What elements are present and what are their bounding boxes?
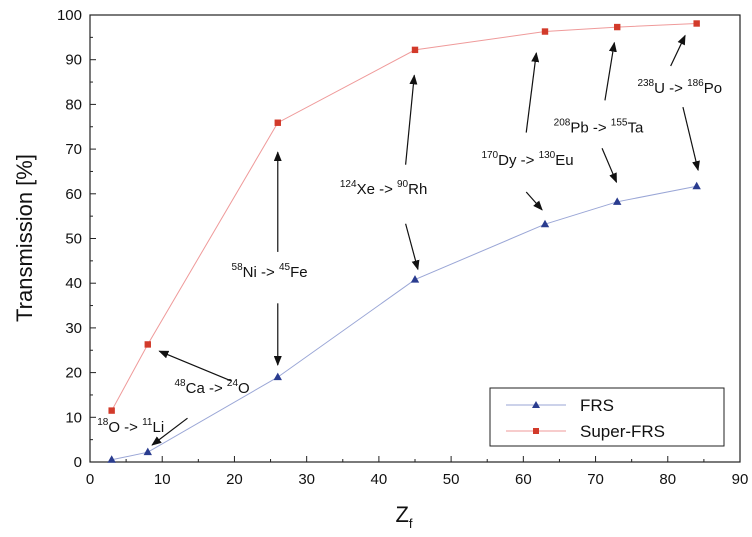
- annotation-4-arrow-0: [525, 52, 540, 133]
- x-tick-label-2: 20: [226, 471, 243, 488]
- annotation-2-text-3: Fe: [290, 264, 308, 281]
- legend: FRS Super-FRS: [489, 387, 725, 447]
- annotation-6-arrow-0: [670, 34, 686, 67]
- annotation-0-superscript-2: 11: [142, 417, 153, 428]
- annotation-6-superscript-2: 186: [687, 78, 704, 89]
- series-1-point-4: [541, 28, 549, 35]
- y-tick-label-5: 50: [65, 231, 82, 248]
- annotation-2-text-1: Ni ->: [243, 264, 279, 281]
- annotation-4-text-1: Dy ->: [498, 152, 538, 169]
- annotation-3-text-3: Rh: [408, 181, 427, 198]
- x-tick-label-0: 0: [86, 471, 94, 488]
- series-0-point-3: [410, 275, 420, 283]
- annotation-5-text-3: Ta: [627, 120, 644, 137]
- y-tick-label-9: 90: [65, 52, 82, 69]
- x-tick-label-4: 40: [371, 471, 388, 488]
- legend-box: [489, 387, 725, 447]
- annotation-1-text-1: Ca ->: [186, 380, 227, 397]
- y-tick-label-8: 80: [65, 96, 82, 113]
- annotation-label-6: 238U -> 186Po: [637, 78, 722, 97]
- annotation-0-arrow-0: [151, 417, 188, 446]
- series-1-point-3: [411, 46, 419, 54]
- annotation-4-superscript-0: 170: [481, 150, 498, 161]
- annotation-5-arrow-1: [601, 147, 618, 184]
- annotation-6-arrow-1: [682, 106, 700, 172]
- y-tick-label-4: 40: [65, 275, 82, 292]
- annotation-label-2: 58Ni -> 45Fe: [232, 262, 308, 281]
- annotation-5-superscript-2: 155: [611, 118, 628, 129]
- annotation-label-3: 124Xe -> 90Rh: [340, 179, 427, 198]
- annotation-0-text-3: Li: [153, 419, 165, 436]
- series-1-point-6: [693, 20, 700, 27]
- axis-ticks: 0 10 20 30 40 50 60 70 80 90 0 10 20 30 40 50 60 70 80 90 10…: [57, 7, 748, 488]
- series-0-point-1: [143, 447, 152, 456]
- annotation-2-superscript-0: 58: [232, 262, 244, 273]
- x-tick-label-9: 90: [732, 471, 749, 488]
- annotation-label-5: 208Pb -> 155Ta: [554, 118, 644, 137]
- annotation-1-text-3: O: [238, 380, 250, 397]
- annotation-2-superscript-2: 45: [279, 262, 291, 273]
- y-tick-label-0: 0: [74, 454, 82, 471]
- series-1-point-0: [108, 407, 115, 414]
- x-tick-label-3: 30: [298, 471, 315, 488]
- legend-marker-super-frs: [533, 428, 539, 434]
- annotation-5-superscript-0: 208: [554, 118, 571, 129]
- annotation-1-superscript-0: 48: [175, 378, 187, 389]
- annotation-3-text-1: Xe ->: [357, 181, 397, 198]
- legend-marker-frs: [532, 401, 540, 408]
- y-tick-label-6: 60: [65, 186, 82, 203]
- annotation-3-superscript-2: 90: [397, 179, 409, 190]
- x-tick-label-8: 80: [659, 471, 676, 488]
- annotation-3-arrow-1: [405, 223, 420, 271]
- y-tick-label-10: 100: [57, 7, 82, 24]
- annotation-6-superscript-0: 238: [637, 78, 654, 89]
- annotation-4-arrow-1: [525, 191, 543, 211]
- series-1-point-1: [144, 341, 151, 348]
- annotation-0-text-1: O ->: [108, 419, 142, 436]
- y-tick-label-7: 70: [65, 141, 82, 158]
- annotation-1-arrow-0: [158, 350, 232, 382]
- y-axis-title: Transmission [%]: [12, 154, 37, 322]
- annotation-1-superscript-2: 24: [227, 378, 239, 389]
- annotation-5-arrow-0: [604, 41, 617, 101]
- y-tick-label-1: 10: [65, 409, 82, 426]
- annotation-6-text-3: Po: [704, 80, 722, 97]
- series-0-point-2: [273, 372, 282, 381]
- annotation-5-text-1: Pb ->: [570, 120, 610, 137]
- series-1-point-2: [274, 119, 281, 126]
- annotation-label-4: 170Dy -> 130Eu: [481, 150, 573, 169]
- annotation-6-text-1: U ->: [654, 80, 687, 97]
- x-tick-label-7: 70: [587, 471, 604, 488]
- x-axis-title-subscript: f: [409, 516, 413, 531]
- legend-label-super-frs: Super-FRS: [580, 422, 665, 441]
- annotation-4-superscript-2: 130: [539, 150, 556, 161]
- series-0-point-6: [692, 181, 701, 190]
- y-tick-label-2: 20: [65, 365, 82, 382]
- y-tick-label-3: 30: [65, 320, 82, 337]
- annotation-label-0: 18O -> 11Li: [97, 417, 164, 436]
- annotation-4-text-3: Eu: [555, 152, 573, 169]
- legend-label-frs: FRS: [580, 396, 614, 415]
- annotation-0-superscript-0: 18: [97, 417, 109, 428]
- series-line-1: [111, 23, 697, 411]
- series-markers: [107, 20, 701, 463]
- annotation-3-arrow-0: [405, 74, 418, 165]
- x-tick-label-1: 10: [154, 471, 171, 488]
- x-tick-label-6: 60: [515, 471, 532, 488]
- x-axis-title: Zf: [395, 502, 412, 531]
- series-0-point-5: [613, 197, 622, 205]
- annotations: 18O -> 11Li 48Ca -> 24O 58Ni -> 45Fe 124Xe …: [97, 34, 722, 446]
- series-0-point-0: [107, 455, 116, 463]
- series-0-point-4: [540, 219, 550, 228]
- series-1-point-5: [614, 23, 621, 31]
- x-tick-label-5: 50: [443, 471, 460, 488]
- x-axis-title-main: Z: [395, 502, 408, 527]
- annotation-3-superscript-0: 124: [340, 179, 357, 190]
- annotation-label-1: 48Ca -> 24O: [175, 378, 250, 397]
